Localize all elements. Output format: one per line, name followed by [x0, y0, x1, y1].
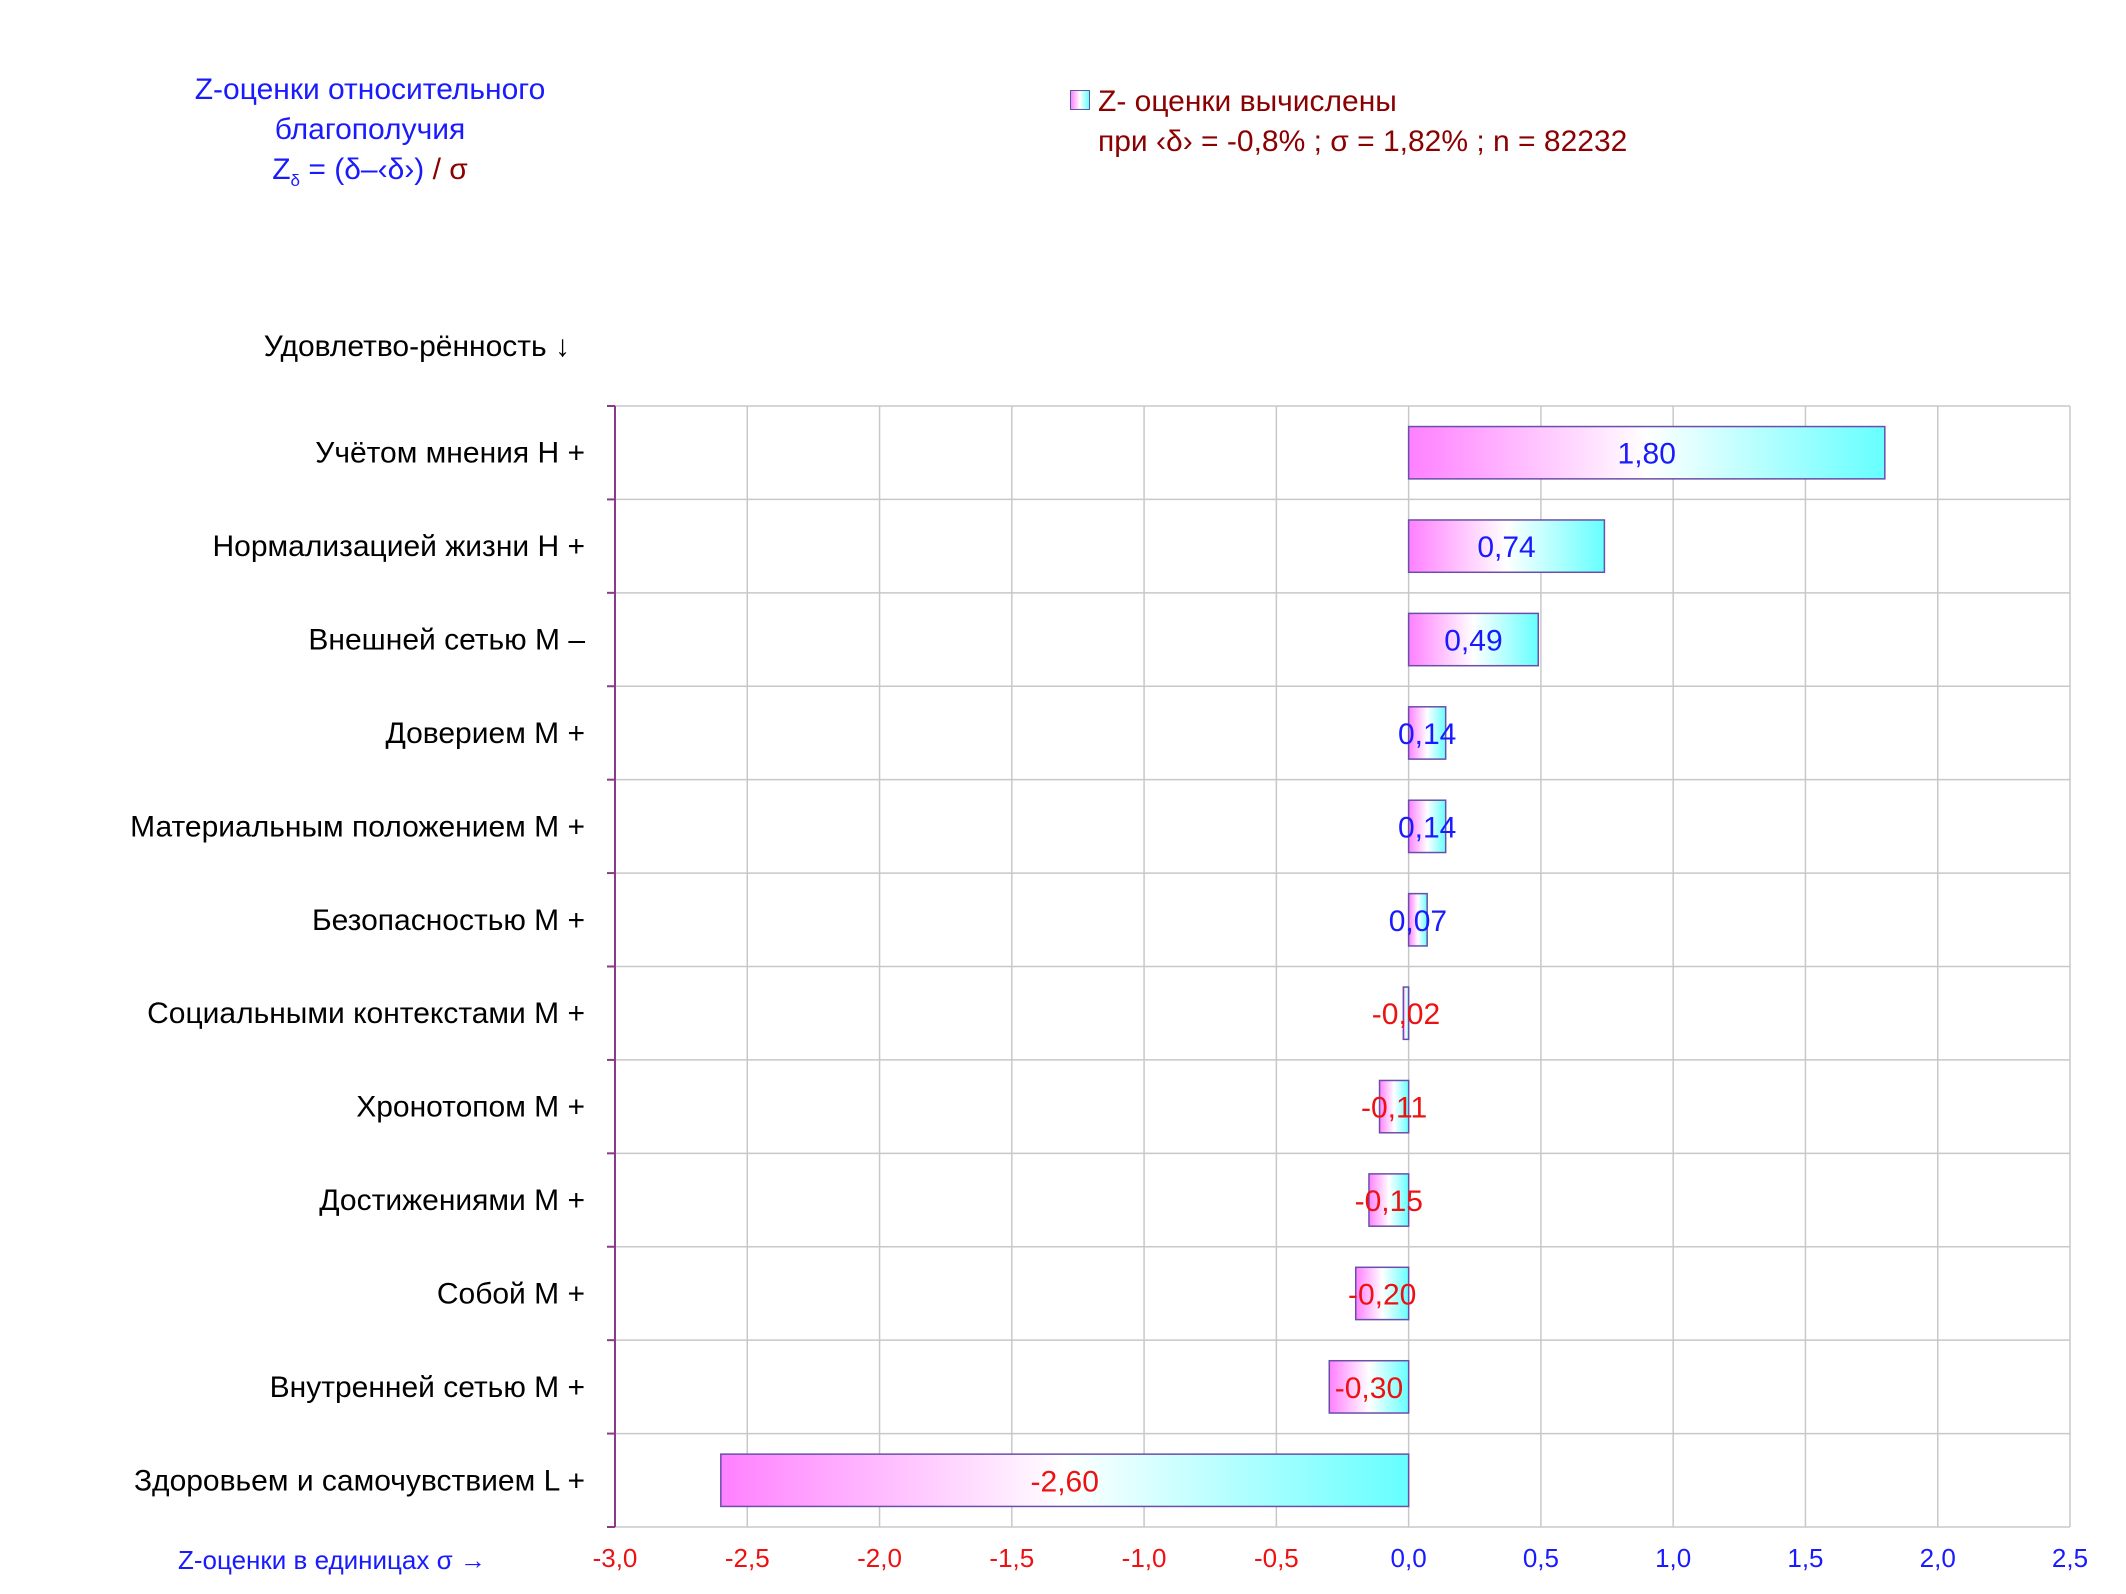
bar [1402, 986, 1410, 1041]
category-label: Социальными контекстами М + [147, 997, 585, 1030]
label-layer: -3,0 -2,5 -2,0 -1,5 -1,0 -0,5 0,0 0,5 1,0 1,5 2,0 2… [130, 437, 2088, 1573]
legend-text-1: Z- оценки вычислены [1098, 85, 1397, 118]
x-tick-label: -2,0 [857, 1543, 902, 1573]
bar [1407, 519, 1606, 574]
x-tick-label: 0,0 [1391, 1543, 1427, 1573]
category-label: Внешней сетью М – [308, 624, 585, 657]
data-label: 0,14 [1398, 718, 1456, 751]
data-label: 1,80 [1618, 438, 1676, 471]
category-label: Достижениями М + [319, 1184, 585, 1217]
x-tick-label: -2,5 [725, 1543, 770, 1573]
category-label: Здоровьем и самочувствием L + [134, 1464, 585, 1497]
category-label: Собой М + [437, 1277, 585, 1310]
x-tick-label: 1,0 [1655, 1543, 1691, 1573]
bar [1407, 799, 1447, 854]
title-formula: Zδ = (δ–‹δ›) / σ [150, 150, 590, 201]
x-tick-label: 0,5 [1523, 1543, 1559, 1573]
x-tick-label: -3,0 [593, 1543, 638, 1573]
bar [1407, 425, 1886, 480]
chart-title: Z-оценки относительного благополучия Zδ … [150, 70, 590, 201]
formula-z: Z [272, 153, 291, 186]
data-label: -0,20 [1348, 1278, 1416, 1311]
bar [1407, 892, 1428, 947]
x-axis-caption: Z-оценки в единицах σ → [178, 1545, 486, 1575]
data-label: 0,74 [1477, 531, 1535, 564]
y-axis-caption: Удовлетво-рённость ↓ [263, 330, 570, 363]
formula-end: ›) [404, 153, 425, 186]
grid-layer [607, 405, 2071, 1528]
category-label: Доверием М + [385, 717, 585, 750]
bar-layer [720, 425, 1886, 1508]
data-label: -0,11 [1361, 1092, 1427, 1125]
data-label: -0,15 [1355, 1185, 1423, 1218]
formula-sub: δ [290, 171, 300, 190]
category-label: Материальным положением М + [130, 810, 585, 843]
data-label: -0,02 [1372, 998, 1440, 1031]
bar [720, 1453, 1410, 1508]
title-line-1: Z-оценки относительного [194, 73, 546, 106]
x-tick-label: 2,5 [2052, 1543, 2088, 1573]
formula-body: = (δ [308, 153, 361, 186]
x-tick-label: -1,0 [1122, 1543, 1167, 1573]
data-label: 0,07 [1389, 905, 1447, 938]
category-label: Хронотопом М + [356, 1091, 585, 1124]
bar [1368, 1173, 1410, 1227]
title-line-2: благополучия [274, 113, 466, 146]
x-tick-label: -0,5 [1254, 1543, 1299, 1573]
bar [1407, 612, 1540, 667]
legend-line-1: Z- оценки вычислены [1070, 82, 1627, 122]
x-tick-label: -1,5 [989, 1543, 1034, 1573]
bar [1354, 1266, 1410, 1321]
formula-sigma: / σ [432, 153, 468, 186]
data-label: 0,49 [1444, 625, 1502, 658]
x-tick-label: 2,0 [1920, 1543, 1956, 1573]
x-tick-label: 1,5 [1787, 1543, 1823, 1573]
category-label: Нормализацией жизни Н + [212, 530, 585, 563]
data-label: 0,14 [1398, 811, 1456, 844]
data-label: -0,30 [1335, 1372, 1403, 1405]
bar [1328, 1359, 1410, 1414]
bar [1407, 706, 1447, 760]
bar [1378, 1079, 1410, 1134]
legend-line-2: при ‹δ› = -0,8% ; σ = 1,82% ; n = 82232 [1098, 125, 1628, 158]
formula-mid: –‹δ [360, 153, 405, 186]
category-label: Безопасностью М + [312, 904, 585, 937]
chart-legend: Z- оценки вычислены при ‹δ› = -0,8% ; σ … [1070, 82, 1627, 162]
legend-swatch [1070, 90, 1090, 111]
category-label: Внутренней сетью М + [270, 1371, 585, 1404]
data-label: -2,60 [1031, 1465, 1099, 1498]
category-label: Учётом мнения Н + [315, 437, 585, 470]
